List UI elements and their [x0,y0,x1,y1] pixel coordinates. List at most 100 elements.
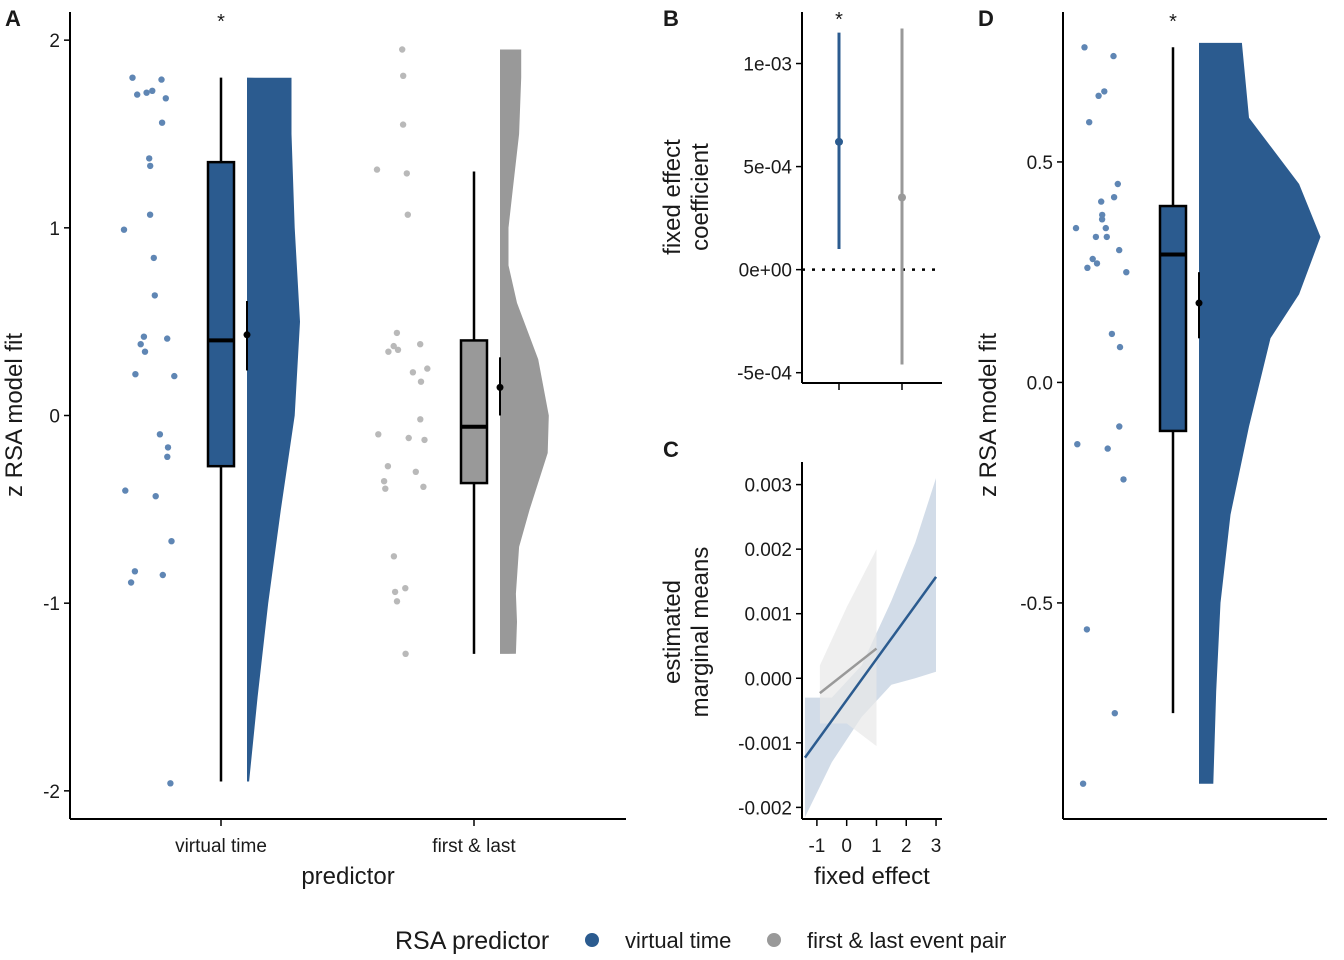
data-point [1093,260,1101,267]
data-point [164,444,172,451]
data-point [380,478,388,485]
data-point [420,483,427,490]
x-tick-label: 0 [841,836,852,857]
y-axis-title-line2: marginal means [687,547,714,718]
data-point [402,650,409,657]
data-point [168,538,175,545]
data-point [385,348,392,355]
data-point [1079,780,1087,787]
x-tick-label: first & last [432,836,516,857]
data-point [393,329,401,337]
data-point [156,431,164,438]
mean-point [1195,299,1203,307]
data-point [412,468,419,475]
data-point [390,342,397,350]
panel-c: C 0.003 0.002 0.001 0.000 -0.001 -0.002 -1 0 1 2 3f… [659,437,942,890]
y-tick-label: 0e+00 [739,261,792,282]
y-tick-label: 0.5 [1027,153,1053,174]
data-point [1092,233,1100,241]
data-point [424,365,431,372]
y-tick-label: 1e-03 [743,55,792,76]
data-point [146,211,154,218]
x-tick-label: virtual time [175,836,267,857]
panel-label-d: D [978,6,994,31]
x-tick-label: 3 [931,836,942,857]
panel-a: A 2 1 0 -1 -2 * virtual time first & last predict… [1,6,626,890]
data-point [147,162,154,170]
data-point [164,453,171,460]
data-point [1074,441,1081,448]
data-point [158,119,166,126]
mean-point [496,383,504,391]
data-point [141,348,149,355]
data-point [1086,119,1093,126]
data-point [409,369,417,376]
density-cloud [247,77,300,782]
data-point [1083,626,1091,633]
y-tick-label: 0.001 [744,605,792,626]
x-tick-label: 1 [871,836,882,857]
data-point [400,72,407,80]
significance-star: * [835,9,843,31]
data-point [1120,476,1127,483]
legend-swatch [767,933,781,947]
y-tick-label: -1 [43,594,60,615]
data-point [417,341,424,348]
legend-swatch [585,933,599,947]
x-tick-label: 2 [901,836,912,857]
y-axis-title: z RSA model fit [1,333,28,497]
data-point [131,568,139,575]
y-tick-label: 0.002 [744,540,792,561]
data-point [404,211,411,218]
x-axis-title: fixed effect [814,863,930,890]
legend-item-label: virtual time [625,928,731,953]
data-point [375,431,382,438]
data-point [143,89,150,96]
data-point [1104,445,1111,452]
data-point [152,493,159,500]
y-tick-label: -0.001 [738,734,792,755]
data-point [1102,224,1110,232]
data-point [384,463,392,470]
data-point [129,74,136,81]
data-point [120,226,128,233]
data-point [1095,92,1102,100]
data-point [405,434,412,442]
data-point [1110,194,1118,201]
data-point [1098,216,1106,223]
coef-point [835,137,843,146]
data-point [1101,88,1108,95]
legend: RSA predictor virtual time first & last ev… [395,927,1006,955]
y-tick-label: -5e-04 [737,364,792,385]
data-point [137,341,144,348]
x-tick-label: -1 [808,836,825,857]
panel-b: B 1e-03 5e-04 0e+00 -5e-04 * fixed effect coeff… [659,6,942,390]
trend-line [803,576,938,759]
box [1158,204,1188,433]
data-point [373,166,381,173]
panel-d: D 0.5 0.0 -0.5 * z RSA model fit [975,6,1327,820]
data-point [1108,330,1116,338]
ci-ribbon [819,549,877,747]
data-point [167,780,174,787]
data-point [122,487,129,494]
data-point [164,335,171,342]
y-axis-title-line1: fixed effect [659,139,686,255]
data-point [417,378,425,385]
data-point [1116,246,1123,254]
y-tick-label: 5e-04 [743,158,792,179]
trend-line [819,647,878,695]
data-point [1123,269,1130,276]
y-tick-label: -0.002 [738,798,792,819]
data-point [162,95,169,102]
data-point [1111,710,1119,717]
panel-label-a: A [5,6,21,31]
data-point [421,436,428,444]
x-axis-title: predictor [301,863,394,890]
panel-label-c: C [663,437,679,462]
data-point [1084,264,1091,271]
data-point [1103,233,1111,241]
y-tick-label: 1 [49,219,60,240]
legend-title: RSA predictor [395,927,549,955]
